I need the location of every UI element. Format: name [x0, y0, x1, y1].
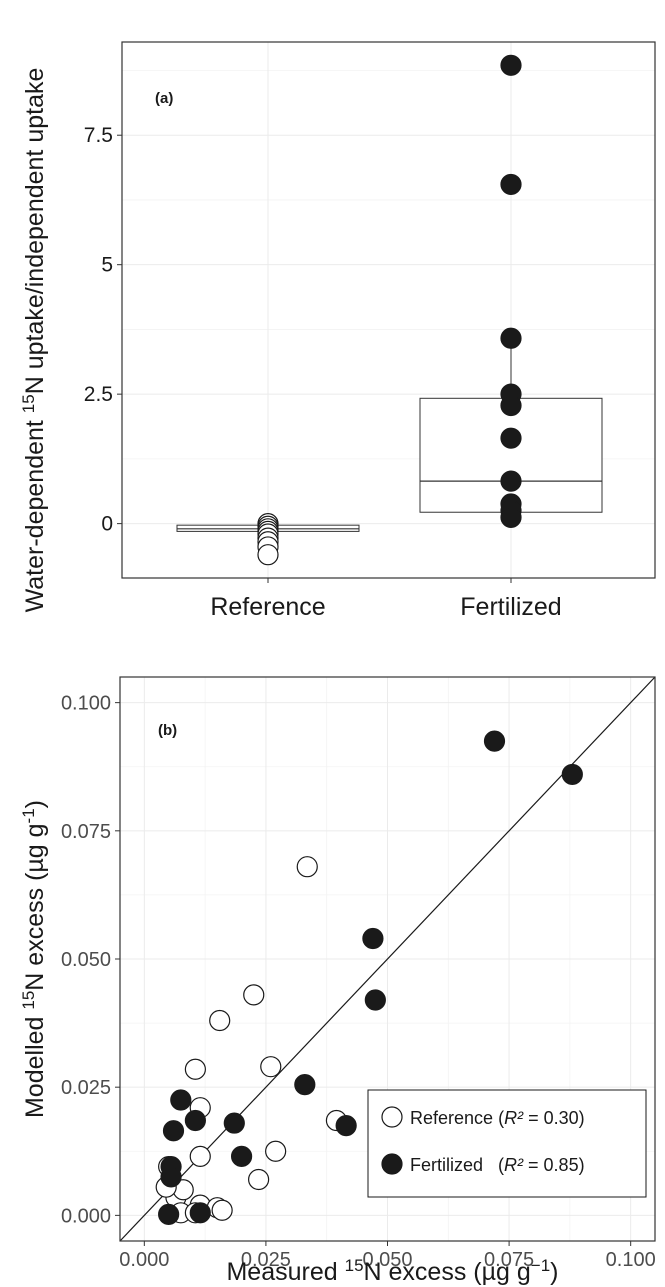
b-xlabel-sup2: −1: [531, 1256, 550, 1275]
point-fertilized: [184, 1109, 206, 1132]
b-xlabel-pre: Measured: [226, 1258, 344, 1286]
point-fertilized: [500, 506, 522, 529]
b-ylabel-sup2: -1: [19, 808, 38, 823]
point-reference: [265, 1140, 287, 1162]
b-xlabel-sup: 15: [345, 1256, 364, 1275]
panel-b-y-axis-title: Modelled 15N excess (µg g-1): [19, 800, 50, 1118]
panel-a-boxes: [176, 338, 603, 550]
a-ylabel-post: N uptake/independent uptake: [21, 68, 49, 395]
point-fertilized: [500, 394, 522, 417]
b-ylabel-mid: N excess (µg g: [21, 823, 49, 990]
point-reference: [184, 1058, 206, 1080]
point-fertilized: [230, 1145, 253, 1168]
panel-b-tag: (b): [158, 722, 177, 739]
x-tick-label: 0.100: [606, 1249, 656, 1271]
legend-r2-value-reference: = 0.30): [523, 1108, 585, 1128]
y-tick-label: 0.000: [61, 1205, 111, 1227]
b-ylabel-pre: Modelled: [21, 1010, 49, 1118]
panel-a-tag: (a): [155, 90, 173, 107]
legend-name-fertilized: Fertilized: [410, 1155, 483, 1175]
point-reference: [257, 544, 279, 566]
point-reference: [260, 1056, 282, 1078]
point-fertilized: [500, 54, 522, 76]
b-ylabel-sup: 15: [19, 991, 38, 1010]
y-tick-label: 0.100: [61, 693, 111, 715]
point-fertilized: [189, 1202, 211, 1224]
y-tick-label: 7.5: [84, 124, 113, 147]
point-reference: [296, 856, 318, 878]
x-tick-label: 0.075: [484, 1249, 534, 1271]
point-fertilized: [500, 173, 522, 196]
x-category-label: Fertilized: [460, 593, 561, 621]
point-reference: [243, 984, 265, 1006]
point-fertilized: [364, 989, 386, 1011]
y-tick-label: 0.050: [61, 949, 111, 971]
legend-r2-label-reference: R²: [504, 1108, 524, 1128]
y-tick-label: 5: [101, 254, 113, 277]
point-fertilized: [500, 427, 522, 449]
panel-a-ticks: 0 2.5 5 7.5 Reference Fertilized: [84, 124, 562, 621]
point-fertilized: [335, 1115, 357, 1137]
legend-marker-reference: [381, 1106, 403, 1128]
legend-label-reference: Reference (R² = 0.30): [410, 1108, 585, 1128]
y-tick-label: 0.025: [61, 1077, 111, 1099]
y-tick-label: 2.5: [84, 383, 113, 406]
point-fertilized: [223, 1112, 245, 1134]
legend: Reference (R² = 0.30) Fertilized (R² = 0…: [367, 1089, 647, 1198]
point-fertilized: [362, 927, 384, 950]
y-tick-label: 0.075: [61, 821, 111, 843]
panel-a-border: [121, 41, 656, 579]
legend-r2-value-fertilized: = 0.85): [523, 1155, 585, 1175]
b-xlabel-mid: N excess (µg g: [364, 1258, 531, 1286]
point-fertilized: [500, 470, 522, 492]
legend-r2-label-fertilized: R²: [504, 1155, 524, 1175]
b-ylabel-end: ): [21, 800, 49, 808]
legend-marker-fertilized: [381, 1153, 403, 1175]
point-fertilized: [162, 1120, 185, 1142]
point-reference: [189, 1145, 211, 1168]
panel-a-points: [257, 54, 522, 566]
x-category-label: Reference: [210, 593, 325, 621]
point-fertilized: [483, 730, 506, 752]
point-reference: [209, 1009, 231, 1032]
point-fertilized: [160, 1166, 182, 1188]
x-tick-label: 0.050: [362, 1249, 412, 1271]
legend-label-fertilized: Fertilized (R² = 0.85): [410, 1155, 585, 1175]
point-fertilized: [500, 327, 522, 349]
panel-b-x-axis-title: Measured 15N excess (µg g−1): [226, 1256, 558, 1287]
point-reference: [211, 1199, 233, 1221]
legend-name-reference: Reference: [410, 1108, 493, 1128]
panel-a-boxplot: 0 2.5 5 7.5 Reference Fertilized (a) Water-de…: [19, 41, 656, 621]
b-xlabel-end: ): [550, 1258, 558, 1286]
box-fertilized: [419, 397, 603, 513]
panel-b-scatter: 0.000 0.025 0.050 0.075 0.100 0.000 0.025 0.050…: [19, 676, 656, 1287]
x-tick-label: 0.000: [119, 1249, 169, 1271]
x-tick-label: 0.025: [241, 1249, 291, 1271]
panel-a-y-axis-title: Water-dependent 15N uptake/independent u…: [19, 68, 50, 613]
a-ylabel-pre: Water-dependent: [21, 413, 49, 612]
panel-b-points: [155, 730, 583, 1225]
point-fertilized: [158, 1203, 180, 1225]
point-fertilized: [294, 1074, 316, 1096]
legend-box: [367, 1089, 647, 1198]
point-reference: [248, 1168, 270, 1191]
panel-b-ticks: 0.000 0.025 0.050 0.075 0.100 0.000 0.025 0.050…: [61, 693, 656, 1271]
a-ylabel-sup: 15: [19, 394, 38, 413]
point-fertilized: [561, 763, 583, 786]
y-tick-label: 0: [101, 513, 113, 536]
point-fertilized: [170, 1089, 192, 1111]
